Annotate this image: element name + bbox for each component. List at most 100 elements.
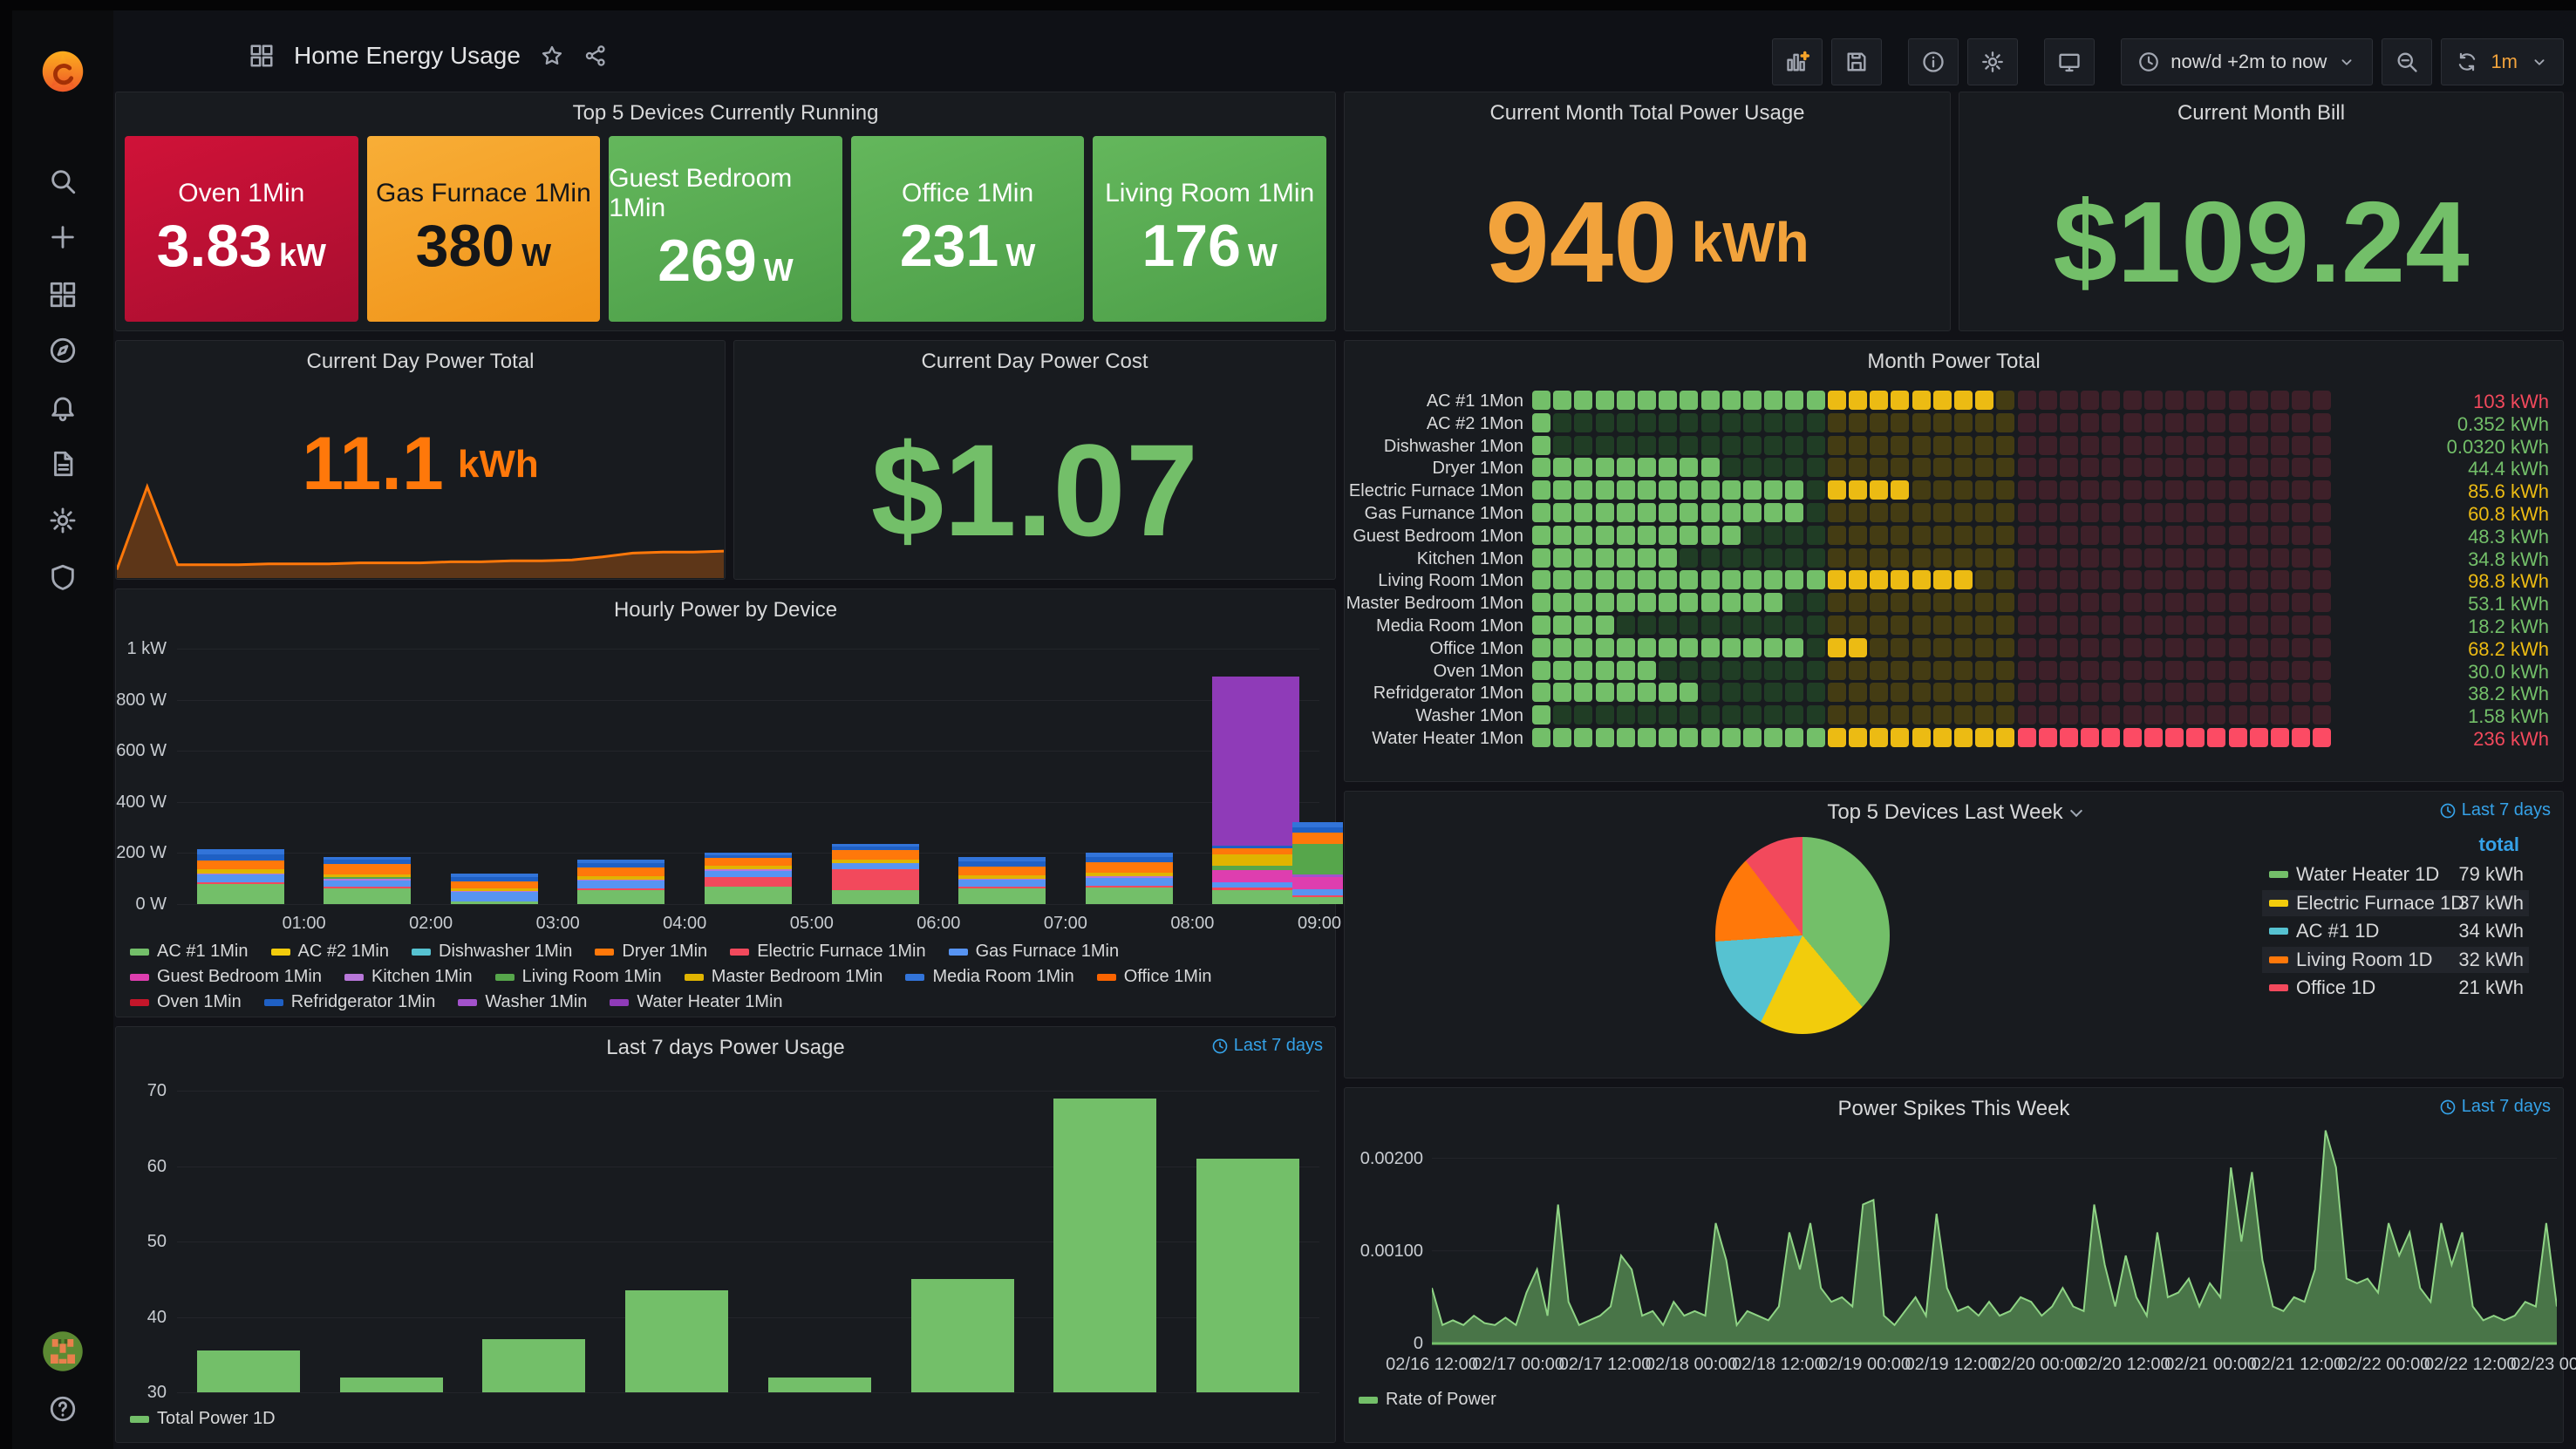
heatmap-cell[interactable] bbox=[2249, 412, 2268, 432]
heatmap-cell[interactable] bbox=[2249, 480, 2268, 500]
legend-item[interactable]: Living Room 1Min bbox=[494, 967, 662, 987]
heatmap-cell[interactable] bbox=[1659, 593, 1678, 613]
heatmap-cell[interactable] bbox=[2038, 637, 2057, 657]
heatmap-cell[interactable] bbox=[1870, 503, 1889, 522]
heatmap-cell[interactable] bbox=[1638, 391, 1656, 410]
heatmap-cell[interactable] bbox=[1764, 525, 1783, 545]
pie-legend-row[interactable]: Electric Furnace 1D 37 kWh bbox=[2262, 889, 2529, 916]
heatmap-cell[interactable] bbox=[1638, 458, 1656, 478]
heatmap-cell[interactable] bbox=[1532, 728, 1550, 747]
heatmap-cell[interactable] bbox=[2165, 525, 2184, 545]
heatmap-cell[interactable] bbox=[1721, 458, 1741, 478]
heatmap-cell[interactable] bbox=[2271, 616, 2289, 635]
heatmap-cell[interactable] bbox=[2186, 503, 2205, 522]
heatmap-cell[interactable] bbox=[1975, 458, 1994, 478]
heatmap-cell[interactable] bbox=[2249, 660, 2268, 680]
heatmap-cell[interactable] bbox=[2081, 616, 2100, 635]
stat-tile-4[interactable]: Living Room 1Min 176 W bbox=[1093, 136, 1326, 322]
heatmap-cell[interactable] bbox=[1680, 480, 1699, 500]
heatmap-cell[interactable] bbox=[1932, 728, 1952, 747]
heatmap-cell[interactable] bbox=[1553, 391, 1572, 410]
heatmap-cell[interactable] bbox=[2017, 480, 2036, 500]
heatmap-cell[interactable] bbox=[1975, 412, 1994, 432]
heatmap-cell[interactable] bbox=[1721, 660, 1741, 680]
stat-tile-1[interactable]: Gas Furnace 1Min 380 W bbox=[366, 136, 601, 322]
heatmap-cell[interactable] bbox=[1785, 593, 1804, 613]
heatmap-cell[interactable] bbox=[1954, 391, 1973, 410]
heatmap-cell[interactable] bbox=[1721, 525, 1741, 545]
sidebar-item-docs-file[interactable] bbox=[48, 449, 78, 479]
legend-item[interactable]: Water Heater 1Min bbox=[610, 992, 783, 1012]
heatmap-cell[interactable] bbox=[1996, 570, 2015, 590]
legend-item[interactable]: Master Bedroom 1Min bbox=[684, 967, 883, 987]
heatmap-cell[interactable] bbox=[1891, 412, 1910, 432]
heatmap-cell[interactable] bbox=[1827, 458, 1846, 478]
heatmap-cell[interactable] bbox=[2165, 637, 2184, 657]
heatmap-cell[interactable] bbox=[1785, 570, 1804, 590]
heatmap-cell[interactable] bbox=[2186, 660, 2205, 680]
heatmap-cell[interactable] bbox=[2207, 525, 2226, 545]
heatmap-cell[interactable] bbox=[1806, 660, 1825, 680]
heatmap-cell[interactable] bbox=[2102, 728, 2121, 747]
bar[interactable] bbox=[625, 1290, 729, 1392]
heatmap-cell[interactable] bbox=[2060, 480, 2078, 500]
heatmap-cell[interactable] bbox=[1659, 480, 1678, 500]
heatmap-cell[interactable] bbox=[1870, 548, 1889, 568]
heatmap-cell[interactable] bbox=[1743, 391, 1762, 410]
heatmap-cell[interactable] bbox=[1638, 525, 1656, 545]
heatmap-cell[interactable] bbox=[2313, 660, 2332, 680]
heatmap-cell[interactable] bbox=[2081, 660, 2100, 680]
heatmap-cell[interactable] bbox=[1743, 412, 1762, 432]
sidebar-item-explore-compass[interactable] bbox=[48, 336, 78, 365]
heatmap-cell[interactable] bbox=[2271, 637, 2289, 657]
heatmap-cell[interactable] bbox=[1806, 525, 1825, 545]
heatmap-cell[interactable] bbox=[1975, 705, 1994, 725]
heatmap-cell[interactable] bbox=[2017, 570, 2036, 590]
heatmap-cell[interactable] bbox=[1659, 705, 1678, 725]
heatmap-cell[interactable] bbox=[1932, 616, 1952, 635]
heatmap-cell[interactable] bbox=[2060, 683, 2078, 703]
heatmap-cell[interactable] bbox=[1764, 570, 1783, 590]
legend-item[interactable]: Gas Furnace 1Min bbox=[948, 942, 1119, 962]
heatmap-cell[interactable] bbox=[1764, 660, 1783, 680]
heatmap-cell[interactable] bbox=[1849, 593, 1867, 613]
zoom-out-button[interactable] bbox=[2382, 38, 2433, 85]
heatmap-cell[interactable] bbox=[1932, 458, 1952, 478]
heatmap-cell[interactable] bbox=[2123, 458, 2142, 478]
heatmap-cell[interactable] bbox=[2249, 525, 2268, 545]
heatmap-cell[interactable] bbox=[2249, 503, 2268, 522]
heatmap-cell[interactable] bbox=[2207, 705, 2226, 725]
heatmap-cell[interactable] bbox=[2017, 705, 2036, 725]
heatmap-cell[interactable] bbox=[2271, 458, 2289, 478]
heatmap-cell[interactable] bbox=[1743, 616, 1762, 635]
heatmap-cell[interactable] bbox=[1532, 683, 1550, 703]
heatmap-cell[interactable] bbox=[2228, 616, 2247, 635]
heatmap-cell[interactable] bbox=[1680, 503, 1699, 522]
legend-item[interactable]: Media Room 1Min bbox=[905, 967, 1074, 987]
heatmap-cell[interactable] bbox=[1574, 548, 1593, 568]
heatmap-cell[interactable] bbox=[2313, 683, 2332, 703]
stacked-bar[interactable] bbox=[324, 649, 412, 904]
heatmap-cell[interactable] bbox=[1806, 548, 1825, 568]
heatmap-cell[interactable] bbox=[2123, 616, 2142, 635]
heatmap-cell[interactable] bbox=[2186, 637, 2205, 657]
heatmap-cell[interactable] bbox=[2271, 728, 2289, 747]
heatmap-cell[interactable] bbox=[1616, 683, 1635, 703]
stacked-bar[interactable] bbox=[705, 649, 792, 904]
heatmap-cell[interactable] bbox=[2313, 548, 2332, 568]
heatmap-cell[interactable] bbox=[2038, 683, 2057, 703]
heatmap-cell[interactable] bbox=[1700, 480, 1720, 500]
heatmap-cell[interactable] bbox=[1806, 705, 1825, 725]
heatmap-cell[interactable] bbox=[1553, 728, 1572, 747]
heatmap-cell[interactable] bbox=[1827, 570, 1846, 590]
heatmap-cell[interactable] bbox=[1849, 503, 1867, 522]
heatmap-cell[interactable] bbox=[1616, 593, 1635, 613]
heatmap-cell[interactable] bbox=[2292, 616, 2311, 635]
heatmap-cell[interactable] bbox=[1743, 728, 1762, 747]
bar[interactable] bbox=[339, 1377, 443, 1392]
heatmap-cell[interactable] bbox=[1932, 637, 1952, 657]
heatmap-cell[interactable] bbox=[1532, 503, 1550, 522]
heatmap-cell[interactable] bbox=[2060, 391, 2078, 410]
heatmap-cell[interactable] bbox=[1827, 548, 1846, 568]
heatmap-cell[interactable] bbox=[2038, 412, 2057, 432]
